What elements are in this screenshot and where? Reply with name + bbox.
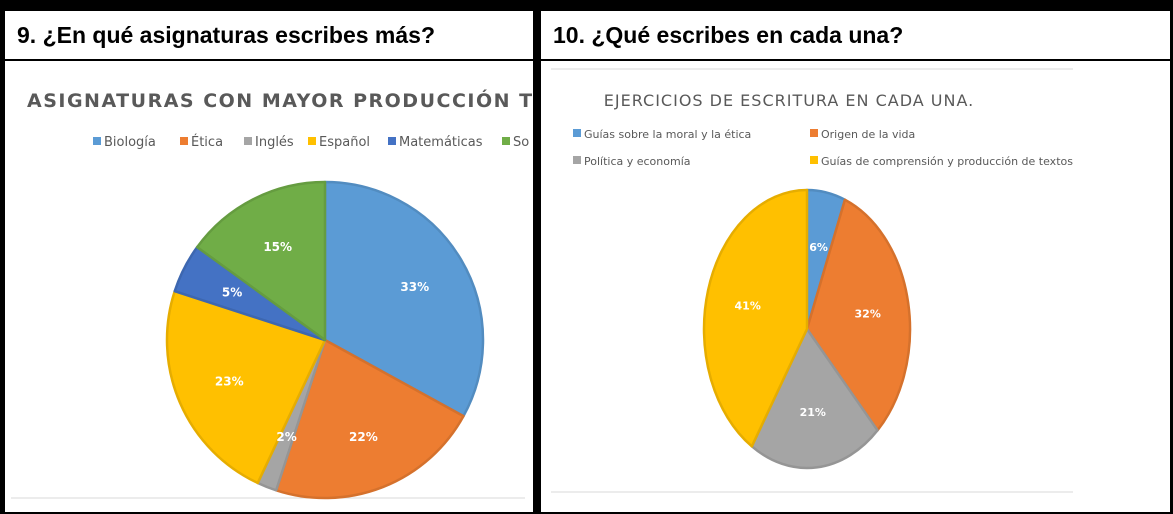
data-label-ingles: 2%	[276, 430, 296, 444]
legend-item-guias-sobre-la-moral-y-la-etica: Guías sobre la moral y la ética	[573, 128, 751, 141]
data-label-etica: 22%	[349, 430, 378, 444]
legend-item-etica: Ética	[180, 134, 223, 150]
legend-item-politica-y-economia: Política y economía	[573, 155, 691, 168]
question-9-cell: 9. ¿En qué asignaturas escribes más? ASI…	[5, 11, 533, 511]
legend-item-biologia: Biología	[93, 135, 156, 150]
subjects-pie-chart: ASIGNATURAS CON MAYOR PRODUCCIÓN TE Biolo…	[11, 88, 533, 500]
table-right-border	[1170, 11, 1173, 512]
pie-slice-etica	[274, 338, 465, 500]
legend-swatch	[502, 137, 510, 145]
data-label-so: 15%	[263, 240, 292, 254]
pie-slice-espanol	[165, 289, 327, 485]
legend-label: Guías sobre la moral y la ética	[584, 128, 751, 141]
table-left-border	[0, 11, 5, 512]
pie-slice-guias-de-comprension-y-produccion-de-textos	[702, 188, 809, 448]
data-label-origen-de-la-vida: 32%	[855, 307, 881, 320]
table-middle-border	[533, 11, 541, 512]
legend-label: Biología	[104, 135, 156, 150]
question-10-title: 10. ¿Qué escribes en cada una?	[553, 22, 904, 48]
table-top-border	[0, 0, 1173, 11]
pie-slice-politica-y-economia	[750, 327, 879, 470]
legend-swatch	[388, 137, 396, 145]
data-label-biologia: 33%	[400, 280, 429, 294]
legend-swatch	[180, 137, 188, 145]
legend-label: Matemáticas	[399, 135, 483, 150]
legend-swatch	[93, 137, 101, 145]
data-label-matematicas: 5%	[222, 286, 242, 300]
legend-item-guias-de-comprension-y-produccion-de-textos: Guías de comprensión y producción de tex…	[810, 155, 1073, 168]
data-label-guias-de-comprension-y-produccion-de-textos: 41%	[735, 300, 761, 313]
data-label-espanol: 23%	[215, 374, 244, 388]
question-10-cell: 10. ¿Qué escribes en cada una? EJERCICIO…	[541, 11, 1170, 511]
chart-title: EJERCICIOS DE ESCRITURA EN CADA UNA.	[604, 91, 974, 110]
legend-label: Inglés	[255, 135, 294, 150]
data-label-politica-y-economia: 21%	[800, 406, 826, 419]
legend-label: So	[513, 135, 529, 150]
pie-slice-origen-de-la-vida	[805, 198, 912, 432]
legend-label: Política y economía	[584, 155, 691, 168]
legend-swatch	[308, 137, 316, 145]
table-bottom-border	[0, 512, 1173, 514]
legend-item-matematicas: Matemáticas	[388, 135, 483, 150]
legend-swatch	[810, 129, 818, 137]
question-10-header: 10. ¿Qué escribes en cada una?	[541, 11, 1170, 61]
writing-exercises-pie-chart: EJERCICIOS DE ESCRITURA EN CADA UNA. Guía…	[551, 68, 1073, 493]
writing-chart-area: EJERCICIOS DE ESCRITURA EN CADA UNA. Guía…	[541, 61, 1170, 511]
question-9-header: 9. ¿En qué asignaturas escribes más?	[5, 11, 533, 61]
legend-swatch	[810, 156, 818, 164]
pie-slice-biologia	[323, 180, 485, 418]
question-9-title: 9. ¿En qué asignaturas escribes más?	[17, 22, 435, 48]
legend-swatch	[573, 129, 581, 137]
subjects-chart-area: ASIGNATURAS CON MAYOR PRODUCCIÓN TE Biolo…	[5, 61, 533, 511]
pie-slice-so	[195, 180, 327, 342]
legend-label: Guías de comprensión y producción de tex…	[821, 155, 1073, 168]
legend-item-so: So	[502, 135, 529, 150]
legend-item-origen-de-la-vida: Origen de la vida	[810, 128, 915, 141]
legend-label: Ética	[191, 134, 223, 150]
chart-title: ASIGNATURAS CON MAYOR PRODUCCIÓN TE	[27, 88, 533, 112]
legend-swatch	[244, 137, 252, 145]
legend-swatch	[573, 156, 581, 164]
data-label-guias-sobre-la-moral-y-la-etica: 6%	[809, 241, 828, 254]
legend-item-ingles: Inglés	[244, 135, 294, 150]
legend-label: Español	[319, 135, 370, 150]
legend-label: Origen de la vida	[821, 128, 915, 141]
legend-item-espanol: Español	[308, 135, 370, 150]
